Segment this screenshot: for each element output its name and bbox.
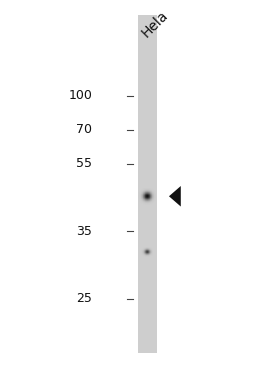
- Text: 70: 70: [76, 123, 92, 136]
- Bar: [138, 15, 157, 353]
- Text: 35: 35: [76, 225, 92, 238]
- Text: 55: 55: [76, 157, 92, 170]
- Text: Hela: Hela: [139, 8, 171, 41]
- Polygon shape: [169, 186, 181, 206]
- Text: 100: 100: [68, 89, 92, 102]
- Text: 25: 25: [76, 293, 92, 305]
